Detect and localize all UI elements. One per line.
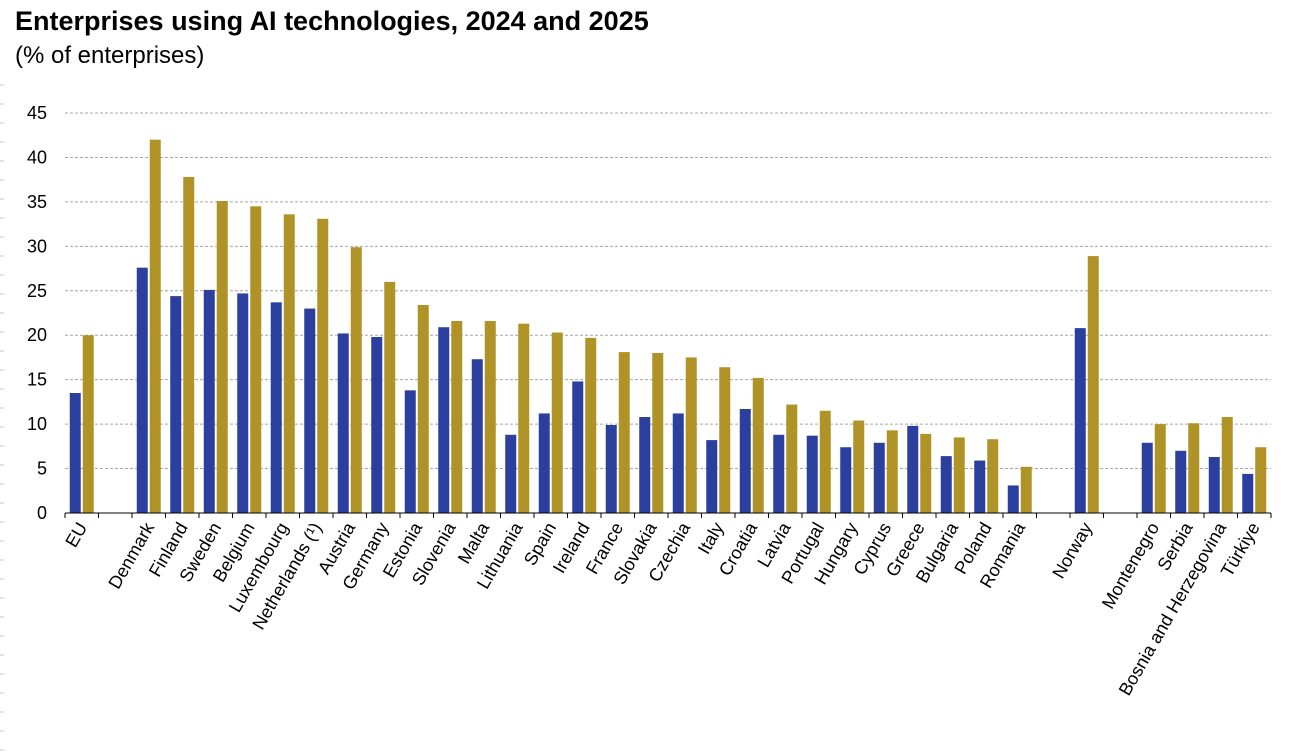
- bar-1-15: [572, 381, 584, 513]
- bar-1-5: [237, 293, 249, 513]
- bar-2-26: [953, 437, 965, 513]
- y-tick-label-15: 15: [27, 370, 47, 390]
- bar-2-19: [719, 367, 731, 513]
- left-edge-ticks: [0, 84, 4, 751]
- x-axis: [64, 512, 1272, 518]
- bar-2-11: [451, 321, 463, 513]
- y-tick-label-30: 30: [27, 236, 47, 256]
- y-tick-label-45: 45: [27, 103, 47, 123]
- bar-1-32: [1141, 442, 1153, 513]
- bar-1-11: [438, 327, 450, 513]
- bar-1-0: [69, 393, 81, 513]
- bar-1-28: [1007, 485, 1019, 513]
- bar-1-3: [170, 296, 182, 513]
- bar-2-0: [82, 335, 94, 513]
- bar-2-3: [183, 177, 195, 513]
- bar-1-16: [605, 425, 617, 513]
- bar-2-4: [216, 201, 228, 513]
- bar-2-27: [987, 439, 999, 513]
- bar-2-28: [1020, 466, 1032, 513]
- category-label-32: Montenegro: [1098, 519, 1163, 612]
- bar-1-34: [1208, 457, 1220, 513]
- bar-2-17: [652, 353, 664, 513]
- bar-1-9: [371, 337, 383, 513]
- bar-1-20: [739, 409, 751, 513]
- bar-2-12: [484, 321, 496, 513]
- bar-1-19: [706, 440, 718, 513]
- bar-2-5: [250, 206, 262, 514]
- bar-1-22: [806, 435, 818, 513]
- bar-1-23: [840, 447, 852, 513]
- bars: [69, 139, 1267, 514]
- bar-2-18: [685, 357, 697, 513]
- bar-1-33: [1175, 450, 1187, 513]
- bar-2-13: [518, 323, 530, 513]
- bar-2-25: [920, 433, 932, 513]
- bar-1-14: [538, 413, 550, 513]
- bar-2-30: [1087, 256, 1099, 513]
- bar-1-6: [270, 302, 282, 513]
- bar-1-2: [136, 267, 148, 513]
- bar-2-22: [819, 410, 831, 513]
- y-tick-label-40: 40: [27, 147, 47, 167]
- bar-1-18: [672, 413, 684, 513]
- bar-1-21: [773, 434, 785, 513]
- bar-1-35: [1242, 473, 1254, 513]
- bar-2-6: [283, 214, 295, 514]
- bar-2-7: [317, 218, 329, 513]
- bar-2-16: [618, 352, 630, 513]
- bar-2-14: [551, 332, 563, 513]
- bar-1-17: [639, 417, 651, 513]
- bar-2-20: [752, 377, 764, 513]
- bar-2-23: [853, 420, 865, 513]
- bar-2-10: [417, 305, 429, 513]
- bar-2-32: [1154, 424, 1166, 513]
- bar-1-10: [404, 390, 416, 513]
- bar-1-27: [974, 460, 986, 513]
- bar-1-26: [940, 456, 952, 513]
- bar-1-25: [907, 425, 919, 513]
- bar-1-8: [337, 333, 349, 513]
- bar-1-12: [471, 359, 483, 513]
- chart-title: Enterprises using AI technologies, 2024 …: [15, 6, 649, 36]
- bar-2-33: [1188, 423, 1200, 513]
- y-tick-label-35: 35: [27, 192, 47, 212]
- category-label-2: Denmark: [104, 518, 158, 592]
- y-tick-label-5: 5: [37, 459, 47, 479]
- category-label-19: Italy: [694, 519, 728, 558]
- bar-2-21: [786, 404, 798, 513]
- y-tick-label-10: 10: [27, 414, 47, 434]
- chart-subtitle: (% of enterprises): [15, 42, 205, 69]
- category-label-0: EU: [61, 519, 91, 551]
- bar-2-9: [384, 281, 396, 513]
- gridlines: [65, 112, 1271, 470]
- bar-2-35: [1255, 447, 1267, 513]
- bar-2-8: [350, 247, 362, 513]
- bar-2-2: [149, 139, 161, 513]
- bar-1-13: [505, 434, 517, 513]
- bar-1-24: [873, 442, 885, 513]
- bar-2-34: [1221, 417, 1233, 513]
- bar-1-4: [203, 289, 215, 513]
- category-labels: EU DenmarkFinlandSwedenBelgiumLuxembourgN…: [61, 518, 1263, 699]
- y-tick-label-25: 25: [27, 281, 47, 301]
- y-tick-label-0: 0: [37, 503, 47, 523]
- bar-2-24: [886, 430, 898, 513]
- bar-2-15: [585, 337, 597, 513]
- bar-1-7: [304, 308, 316, 513]
- bar-1-30: [1074, 328, 1086, 513]
- y-tick-labels: 0 5 10 15 20 25 30 35 40 45: [27, 103, 47, 523]
- category-label-30: Norway: [1048, 519, 1096, 582]
- y-tick-label-20: 20: [27, 325, 47, 345]
